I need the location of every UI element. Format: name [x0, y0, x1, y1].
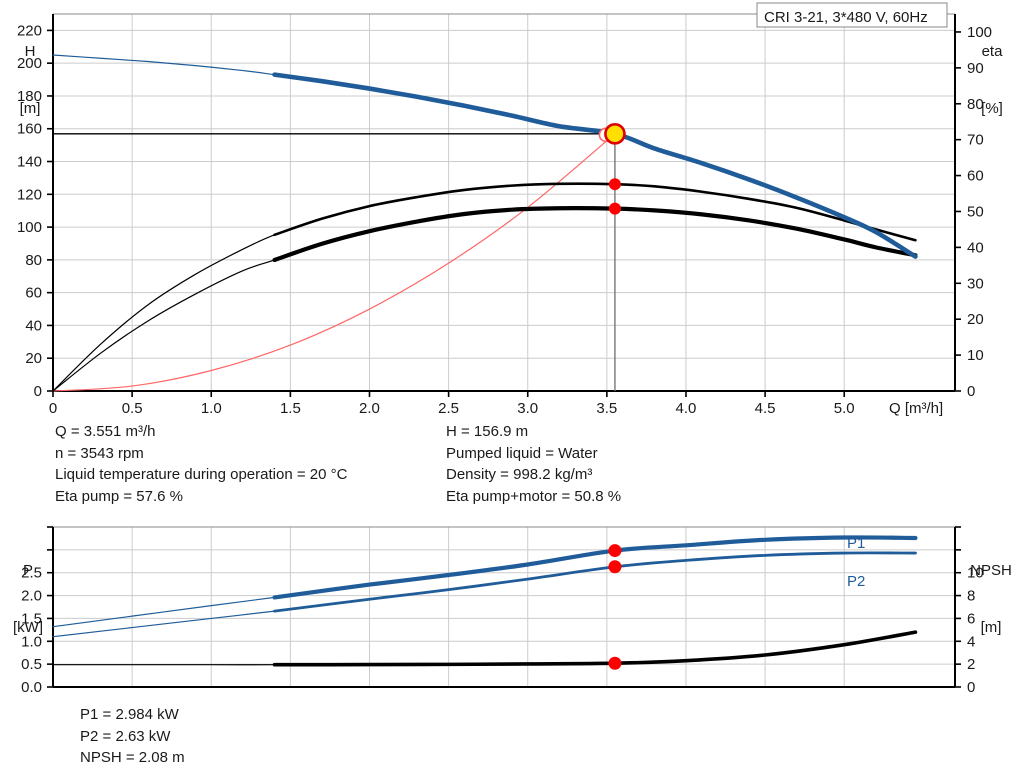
- p2-curve-thin: [52, 552, 917, 638]
- eta-axis-symbol: eta: [981, 43, 1003, 60]
- top-ytick-label-left: 80: [25, 252, 42, 269]
- duty-marker-eta-pump: [608, 178, 621, 191]
- top-ytick-label-left: 20: [25, 350, 42, 367]
- duty-point-marker[interactable]: [604, 123, 626, 145]
- duty-marker-p2: [608, 560, 622, 574]
- bottom-ytick-label-left: 1.5: [21, 610, 42, 627]
- h-axis-symbol: H: [24, 43, 36, 60]
- p-axis-unit: [kW]: [13, 619, 43, 636]
- duty-marker-npsh: [608, 656, 622, 670]
- top-ytick-label-right: 40: [967, 239, 984, 256]
- npsh-axis-unit: [m]: [980, 619, 1002, 636]
- eta-pump-curve-thin: [52, 183, 917, 392]
- npsh-axis-symbol: NPSH: [970, 562, 1012, 579]
- top-xtick-label: 2.0: [359, 400, 380, 417]
- top-ytick-label-right: 30: [967, 275, 984, 292]
- top-xtick-label: 4.0: [676, 400, 697, 417]
- npsh-curve-thick: [272, 630, 918, 667]
- top-ytick-label-right: 80: [967, 96, 984, 113]
- top-ytick-label-right: 0: [967, 383, 975, 400]
- info-eta-pump: Eta pump = 57.6 %: [55, 487, 183, 505]
- pump-model-title-box: [756, 2, 948, 28]
- top-xtick-label: 0.5: [122, 400, 143, 417]
- top-ytick-label-left: 200: [17, 55, 42, 72]
- top-ytick-label-left: 40: [25, 317, 42, 334]
- eta-axis-unit: [%]: [981, 100, 1003, 117]
- top-ytick-label-left: 60: [25, 285, 42, 302]
- top-ytick-label-left: 120: [17, 186, 42, 203]
- top-xtick-label: 1.5: [280, 400, 301, 417]
- top-ytick-label-left: 220: [17, 22, 42, 39]
- top-ytick-label-right: 70: [967, 132, 984, 149]
- duty-info-left: Q = 3.551 m³/h n = 3543 rpm Liquid tempe…: [55, 421, 347, 507]
- bottom-ytick-label-left: 2.5: [21, 565, 42, 582]
- top-ytick-label-right: 60: [967, 168, 984, 185]
- bottom-ytick-label-right: 10: [967, 565, 984, 582]
- p1-curve-thin: [52, 536, 917, 628]
- top-chart-y-right-title: eta [%]: [966, 4, 1018, 156]
- info-pumped-liquid: Pumped liquid = Water: [446, 444, 598, 462]
- top-xtick-label: 2.5: [438, 400, 459, 417]
- eta-pump-motor-curve-thin: [52, 207, 917, 392]
- duty-marker-p1: [608, 544, 622, 558]
- top-ytick-label-left: 0: [34, 383, 42, 400]
- p1-curve-thick: [272, 535, 918, 600]
- top-xtick-label: 3.5: [596, 400, 617, 417]
- power-info: P1 = 2.984 kW P2 = 2.63 kW NPSH = 2.08 m: [80, 704, 185, 769]
- top-ytick-label-left: 100: [17, 219, 42, 236]
- pump-model-title: CRI 3-21, 3*480 V, 60Hz: [764, 9, 928, 26]
- top-ytick-label-right: 10: [967, 347, 984, 364]
- info-speed: n = 3543 rpm: [55, 444, 144, 462]
- top-xtick-label: 4.5: [755, 400, 776, 417]
- bottom-ytick-label-right: 2: [967, 656, 975, 673]
- top-xtick-label: 1.0: [201, 400, 222, 417]
- top-xtick-label: 3.0: [517, 400, 538, 417]
- bottom-ytick-label-right: 0: [967, 679, 975, 696]
- bottom-ytick-label-left: 2.0: [21, 588, 42, 605]
- p-axis-symbol: P: [22, 562, 33, 579]
- top-chart-y-left-title: H [m]: [8, 4, 52, 156]
- info-density: Density = 998.2 kg/m³: [446, 466, 593, 483]
- duty-info-right: H = 156.9 m Pumped liquid = Water Densit…: [446, 421, 621, 507]
- bottom-ytick-label-left: 1.0: [21, 633, 42, 650]
- top-ytick-label-right: 20: [967, 311, 984, 328]
- info-npsh: NPSH = 2.08 m: [80, 749, 185, 766]
- h-axis-unit: [m]: [19, 100, 41, 117]
- top-chart-x-title: Q [m³/h]: [889, 400, 944, 417]
- p1-curve-label: P1: [847, 535, 866, 552]
- info-eta-pump-motor: Eta pump+motor = 50.8 %: [446, 487, 622, 505]
- bottom-ytick-label-left: 0.5: [21, 656, 42, 673]
- duty-marker-eta-pump-motor: [608, 202, 621, 215]
- bottom-chart-y-left-title: P [kW]: [2, 523, 54, 675]
- system-curve: [52, 133, 616, 392]
- top-ytick-label-right: 50: [967, 203, 984, 220]
- eta-pump-motor-curve-thick: [272, 206, 918, 263]
- top-ytick-label-right: 90: [967, 60, 984, 77]
- info-flow: Q = 3.551 m³/h: [55, 423, 156, 440]
- info-p2: P2 = 2.63 kW: [80, 727, 171, 745]
- top-ytick-label-right: 100: [967, 24, 992, 41]
- top-ytick-label-left: 180: [17, 88, 42, 105]
- bottom-ytick-label-right: 8: [967, 588, 975, 605]
- info-liquid-temperature: Liquid temperature during operation = 20…: [55, 466, 348, 483]
- top-xtick-label: 5.0: [834, 400, 855, 417]
- top-xtick-label: 0: [49, 400, 57, 417]
- info-p1: P1 = 2.984 kW: [80, 706, 179, 723]
- p2-curve-label: P2: [847, 573, 866, 590]
- p2-curve-thick: [273, 551, 917, 613]
- bottom-ytick-label-left: 0.0: [21, 679, 42, 696]
- top-ytick-label-left: 160: [17, 121, 42, 138]
- top-ytick-label-left: 140: [17, 154, 42, 171]
- info-head: H = 156.9 m: [446, 423, 529, 440]
- bottom-ytick-label-right: 4: [967, 633, 975, 650]
- npsh-curve-thin: [52, 631, 917, 666]
- bottom-ytick-label-right: 6: [967, 610, 975, 627]
- bottom-chart-y-right-title: NPSH [m]: [960, 523, 1022, 675]
